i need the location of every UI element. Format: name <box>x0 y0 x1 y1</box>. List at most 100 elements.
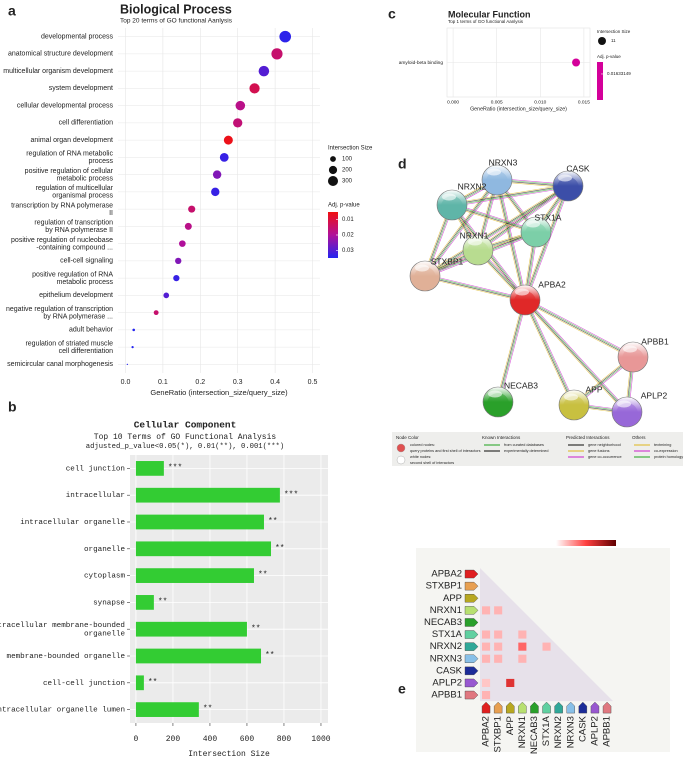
dot <box>235 100 246 111</box>
row-label: APBA2 <box>431 569 462 580</box>
edge <box>526 299 576 405</box>
col-label: APP <box>505 716 516 735</box>
legend-title: Predicted Interactions <box>566 435 610 440</box>
label-line: -containing compound ... <box>36 244 113 251</box>
edge <box>425 275 526 300</box>
x-axis-label: GeneRatio (intersection_size/query_size) <box>150 388 288 397</box>
colorbar <box>556 540 616 546</box>
y-tick-label: transcription by RNA polymerase II <box>11 202 113 217</box>
x-axis-label: Intersection Size <box>188 750 270 759</box>
label-line: regulation of multicellular <box>36 185 114 192</box>
label-line: positive regulation of RNA <box>32 271 113 278</box>
heat-cell <box>494 630 503 639</box>
heat-cell <box>482 691 491 700</box>
legend-item: co-expression <box>654 449 678 453</box>
node-core <box>622 348 644 370</box>
node-highlight <box>442 193 456 201</box>
size-legend-label: 300 <box>342 179 353 185</box>
node-core <box>441 196 463 218</box>
significance-label: *** <box>284 490 298 499</box>
col-marker <box>506 701 515 714</box>
y-tick-label: intracellular <box>66 492 125 500</box>
edge <box>423 178 496 276</box>
label-line: by RNA polymerase II <box>45 227 113 234</box>
node-highlight <box>623 345 637 353</box>
row-marker <box>464 581 479 591</box>
x-tick-label: 0.000 <box>447 99 459 105</box>
dot <box>179 240 186 247</box>
edge <box>525 299 575 405</box>
size-legend-title: Intersection Size <box>328 146 373 152</box>
triangle-area <box>480 568 614 702</box>
significance-label: ** <box>275 544 285 553</box>
edge <box>423 184 568 275</box>
label-line: regulation of RNA metabolic <box>26 150 113 157</box>
x-tick-label: 1000 <box>311 735 330 744</box>
edge <box>452 187 569 207</box>
col-label: NECAB3 <box>529 716 540 754</box>
label-line: regulation of transcription <box>34 219 113 226</box>
legend-item: gene neighborhood <box>588 443 621 447</box>
y-tick-label: multicellular organism development <box>3 68 113 75</box>
row-marker <box>464 618 479 627</box>
panel-label: a <box>8 3 16 19</box>
color-legend-title: Adj. p-value <box>328 203 360 209</box>
row-label: NRXN2 <box>430 641 462 652</box>
edge <box>425 187 570 278</box>
legend-title: Others <box>632 435 646 440</box>
label-line: cell differentiation <box>59 348 113 355</box>
node-core <box>486 171 508 193</box>
node-label: APP <box>585 384 602 394</box>
dot <box>212 170 222 179</box>
panel-label: b <box>8 399 17 415</box>
col-marker <box>578 701 588 714</box>
significance-label: ** <box>265 651 275 660</box>
node-core <box>563 396 585 418</box>
edge <box>424 179 497 276</box>
significance-label: ** <box>258 571 268 580</box>
node-label: NRXN2 <box>458 181 487 191</box>
node-label: STX1A <box>535 212 562 222</box>
row-label: NRXN1 <box>430 605 462 616</box>
node-label: NRXN3 <box>489 157 518 167</box>
y-tick-label: intracellular organelle lumen <box>0 707 125 715</box>
legend-item: experimentally determined <box>504 449 549 453</box>
col-label: NRXN2 <box>553 716 564 748</box>
bar <box>135 648 262 664</box>
col-marker <box>554 701 563 714</box>
dot <box>175 257 182 265</box>
bar <box>135 487 280 503</box>
x-tick-label: 0.4 <box>270 379 280 386</box>
legend-node <box>396 443 406 453</box>
label-line: organismal process <box>52 193 113 200</box>
dot <box>184 222 192 230</box>
label-line: regulation of striated muscle <box>25 340 113 347</box>
label-line: negative regulation of transcription <box>6 306 113 313</box>
heat-cell <box>542 642 551 651</box>
row-label: STX1A <box>432 629 463 640</box>
x-tick-label: 200 <box>166 735 181 744</box>
node-label: APBB1 <box>641 336 669 346</box>
col-marker <box>566 701 575 714</box>
heat-cell <box>494 606 503 615</box>
label-line: positive regulation of nucleobase <box>11 237 113 244</box>
node-highlight <box>488 390 502 398</box>
dot <box>188 205 196 213</box>
legend-item: protein homology <box>654 455 683 459</box>
edge <box>523 300 627 414</box>
edge <box>499 300 527 403</box>
col-label: NRXN3 <box>565 716 576 748</box>
heat-cell <box>518 630 527 639</box>
node-core <box>467 241 489 263</box>
y-tick-label: positive regulation of cellular metabolic… <box>25 168 114 183</box>
edge <box>424 185 568 276</box>
edge <box>523 300 573 406</box>
row-marker <box>464 630 479 639</box>
col-marker <box>518 701 527 714</box>
y-tick-label: intracellular membrane-bounded organelle <box>0 622 125 638</box>
row-marker <box>464 569 479 579</box>
node-highlight <box>415 264 429 272</box>
edge <box>524 300 574 406</box>
bar <box>135 621 247 637</box>
edge <box>525 299 634 357</box>
